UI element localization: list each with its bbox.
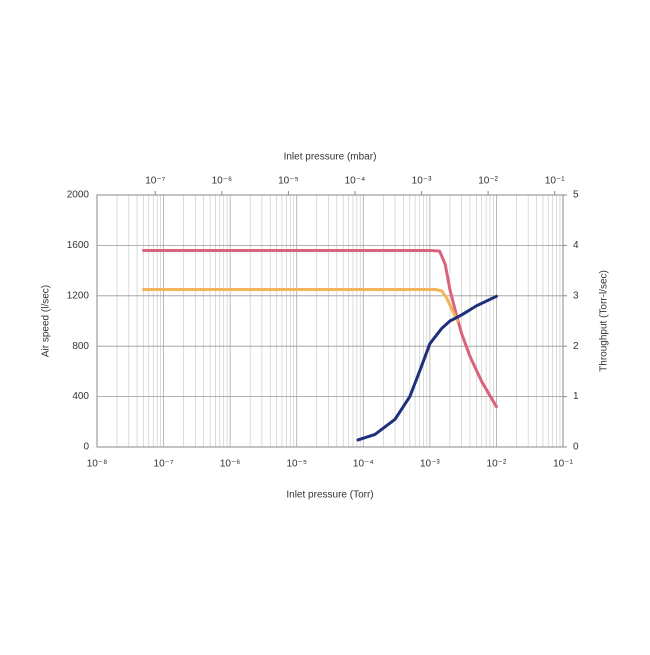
x2-tick-label: 10⁻⁷: [145, 176, 165, 187]
y2-tick-label: 1: [573, 391, 579, 402]
y2-tick-label: 0: [573, 442, 579, 453]
series-line: [142, 288, 459, 323]
y2-tick-label: 5: [573, 190, 579, 201]
x-tick-label: 10⁻⁶: [220, 459, 241, 470]
y2-axis-label: Throughput (Torr-l/sec): [599, 270, 610, 372]
x-tick-label: 10⁻¹: [553, 459, 573, 470]
x2-tick-label: 10⁻⁵: [278, 176, 299, 187]
x-axis-label: Inlet pressure (Torr): [286, 490, 373, 501]
y-tick-label: 0: [83, 442, 89, 453]
x-tick-label: 10⁻⁴: [353, 459, 374, 470]
x-tick-label: 10⁻⁸: [87, 459, 108, 470]
x2-tick-label: 10⁻¹: [545, 176, 565, 187]
y2-tick-label: 3: [573, 290, 579, 301]
y-tick-label: 1600: [67, 240, 90, 251]
y2-tick-label: 2: [573, 341, 579, 352]
plot-frame: [96, 194, 564, 448]
x-tick-label: 10⁻³: [420, 459, 440, 470]
y2-tick-label: 4: [573, 240, 579, 251]
y-tick-label: 1200: [67, 290, 90, 301]
y-tick-label: 400: [72, 391, 89, 402]
y-axis-label: Air speed (l/sec): [41, 285, 52, 357]
x-tick-label: 10⁻²: [487, 459, 507, 470]
x-tick-label: 10⁻⁵: [286, 459, 307, 470]
x2-tick-label: 10⁻⁴: [345, 176, 366, 187]
x2-tick-label: 10⁻³: [412, 176, 432, 187]
y-tick-label: 2000: [67, 190, 90, 201]
x2-tick-label: 10⁻²: [478, 176, 498, 187]
series-line: [356, 294, 498, 442]
x-tick-label: 10⁻⁷: [154, 459, 174, 470]
series-line: [142, 248, 498, 409]
x2-tick-label: 10⁻⁶: [212, 176, 233, 187]
y-tick-label: 800: [72, 341, 89, 352]
x2-axis-label: Inlet pressure (mbar): [284, 152, 377, 163]
